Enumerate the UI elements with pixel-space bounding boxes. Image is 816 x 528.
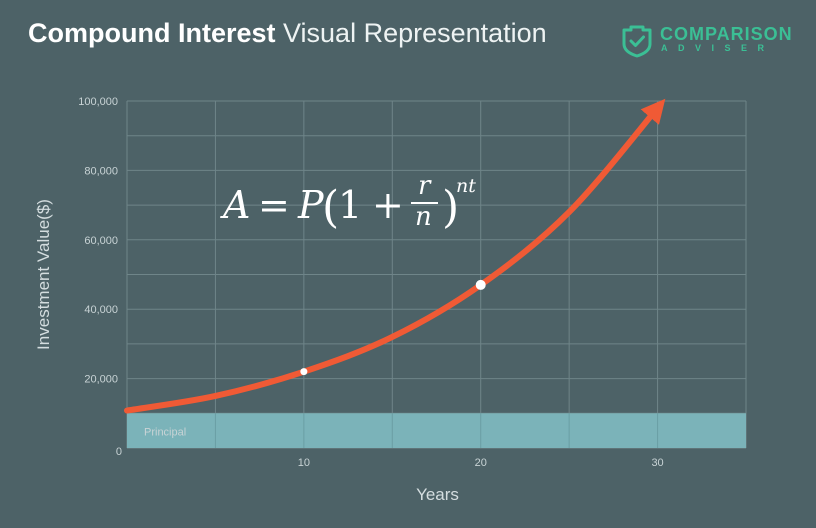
brand-logo: COMPARISON ADVISER [620,24,793,58]
title-light: Visual Representation [283,18,547,48]
formula-n: n [415,202,432,232]
y-tick-label: 0 [116,446,122,458]
shield-check-icon [622,25,652,58]
x-axis-ticks: 10 20 30 [298,457,664,469]
formula: A = P ( 1 + r n ) nt [220,171,476,233]
formula-paren-open: ( [322,182,339,233]
y-axis-title: Investment Value($) [34,199,53,350]
y-tick-label: 100,000 [78,96,118,108]
growth-curve [124,98,666,414]
formula-paren-close: ) [442,182,459,233]
formula-p: P [297,183,325,227]
x-tick-label: 20 [475,457,487,469]
chart-title: Compound Interest Visual Representation [28,18,547,49]
band-grid [214,413,659,448]
x-tick-label: 10 [298,457,310,469]
formula-r: r [418,171,432,201]
curve-marker [300,368,308,376]
logo-name: COMPARISON [660,24,793,44]
y-tick-label: 80,000 [84,165,118,177]
formula-exponent: nt [456,175,476,197]
curve-marker [475,279,486,290]
principal-label: Principal [144,427,186,439]
x-tick-label: 30 [651,457,663,469]
y-axis-ticks: 0 20,000 40,000 60,000 80,000 100,000 [78,96,122,458]
formula-lhs: A [220,183,250,227]
y-tick-label: 20,000 [84,374,118,386]
principal-band [127,413,746,448]
y-tick-label: 40,000 [84,304,118,316]
x-axis-title: Years [416,485,459,504]
y-tick-label: 60,000 [84,235,118,247]
formula-equals: = [258,183,290,227]
formula-plus: + [372,183,404,227]
formula-one: 1 [338,183,362,227]
logo-sub: ADVISER [661,43,775,53]
title-bold: Compound Interest [28,18,276,48]
markers [300,279,486,376]
